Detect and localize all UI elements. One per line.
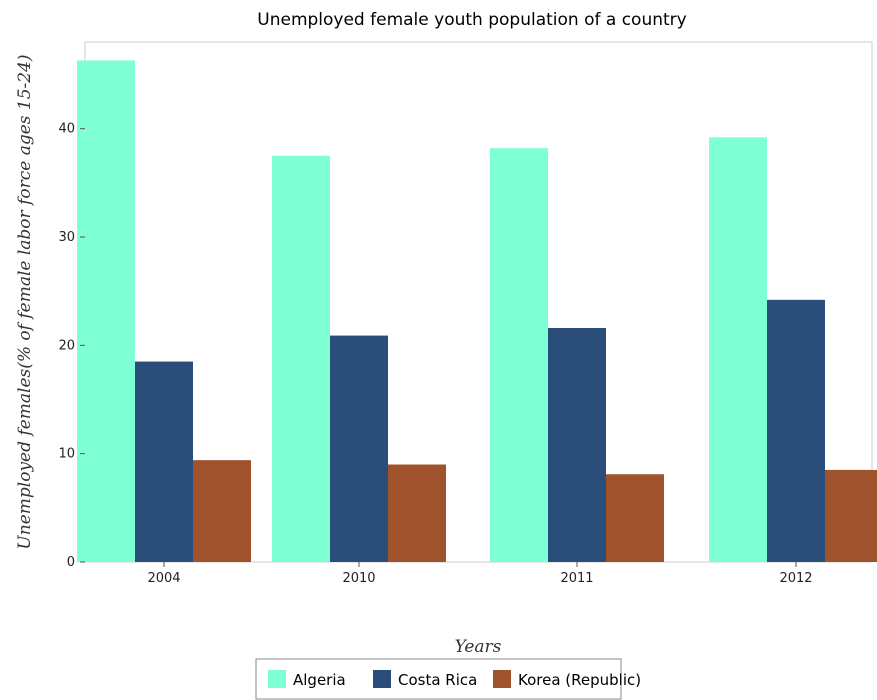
y-tick-label: 0 xyxy=(67,555,75,570)
x-ticks-group: 2004 2010 2011 2012 xyxy=(147,562,813,586)
legend-label-algeria: Algeria xyxy=(293,671,346,689)
bar-algeria-2010 xyxy=(272,155,330,562)
bar-korea-republic--2011 xyxy=(606,474,664,562)
bar-costa-rica-2012 xyxy=(767,299,825,562)
bar-costa-rica-2004 xyxy=(135,361,193,562)
legend-box xyxy=(255,658,622,700)
bar-korea-republic--2012 xyxy=(825,469,877,562)
legend-label-korea-republic-: Korea (Republic) xyxy=(518,671,641,689)
bars-group xyxy=(77,60,877,563)
chart-title: Unemployed female youth population of a … xyxy=(257,10,686,30)
bar-korea-republic--2004 xyxy=(193,460,251,562)
y-tick-label: 40 xyxy=(58,122,75,137)
x-tick-label: 2012 xyxy=(779,571,812,586)
y-tick-label: 10 xyxy=(58,447,75,462)
legend-swatch-korea-republic- xyxy=(493,670,511,688)
y-tick-label: 20 xyxy=(58,338,75,353)
legend-label-costa-rica: Costa Rica xyxy=(398,671,477,689)
y-ticks-group: 0 10 20 30 40 xyxy=(58,122,85,570)
y-axis-label: Unemployed females(% of female labor for… xyxy=(15,54,35,549)
bar-korea-republic--2010 xyxy=(388,464,446,562)
x-tick-label: 2004 xyxy=(147,571,180,586)
bar-algeria-2012 xyxy=(709,137,767,563)
legend-swatch-algeria xyxy=(268,670,286,688)
bar-algeria-2004 xyxy=(77,60,135,563)
bar-costa-rica-2010 xyxy=(330,335,388,562)
legend: Algeria Costa Rica Korea (Republic) xyxy=(255,658,641,700)
x-tick-label: 2010 xyxy=(342,571,375,586)
bar-algeria-2011 xyxy=(490,148,548,562)
x-tick-label: 2011 xyxy=(560,571,593,586)
legend-swatch-costa-rica xyxy=(373,670,391,688)
bar-costa-rica-2011 xyxy=(548,328,606,562)
y-tick-label: 30 xyxy=(58,230,75,245)
x-axis-label: Years xyxy=(455,637,502,657)
